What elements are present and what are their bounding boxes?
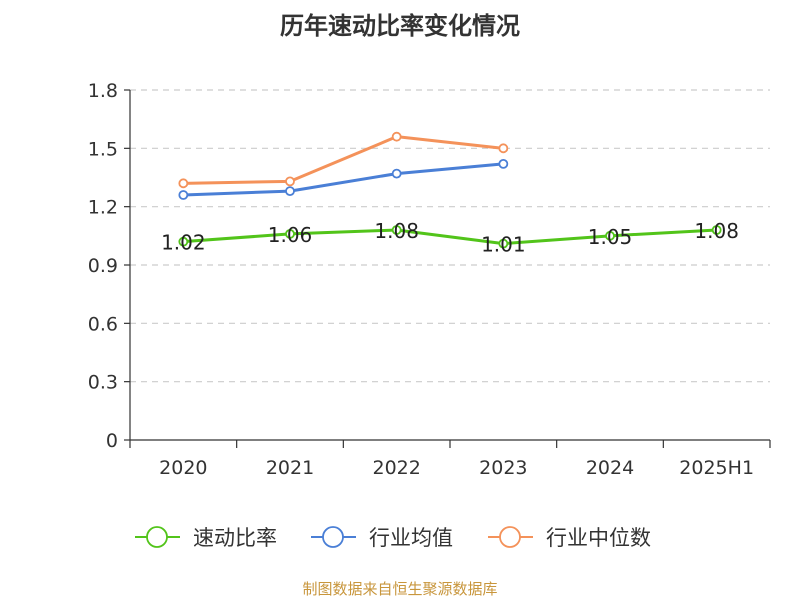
legend-marker (322, 526, 344, 548)
series-lines (178, 131, 722, 249)
legend-label: 行业中位数 (546, 526, 651, 550)
legend-item: 行业中位数 (488, 526, 651, 550)
data-point (391, 168, 402, 179)
data-point (391, 225, 402, 235)
y-tick-label: 1.8 (88, 80, 118, 102)
data-label: 1.02 (161, 231, 206, 255)
x-tick-label: 2024 (586, 457, 634, 479)
data-label: 1.08 (694, 219, 739, 243)
x-tick-label: 2023 (479, 457, 527, 479)
series-line (181, 228, 719, 246)
x-tick-label: 2025H1 (679, 457, 754, 479)
x-tick-label: 2021 (266, 457, 314, 479)
data-point (285, 186, 295, 197)
x-tick-label: 2022 (372, 457, 420, 479)
data-labels: 1.02 1.06 1.08 1.01 1.05 1.08 (161, 219, 739, 257)
y-tick-label: 0.9 (88, 255, 118, 277)
y-tick-label: 0.3 (88, 372, 118, 394)
data-point (178, 190, 189, 200)
data-point (285, 176, 295, 187)
y-tick-label: 0 (106, 430, 118, 452)
x-tick-label: 2020 (159, 457, 207, 479)
data-point (178, 178, 189, 189)
y-tick-label: 0.6 (88, 313, 118, 335)
legend-marker (146, 526, 168, 548)
data-point (498, 158, 509, 169)
data-point (711, 225, 722, 235)
data-point (285, 228, 295, 239)
grid-lines (130, 89, 770, 383)
legend-label: 速动比率 (193, 526, 277, 550)
data-label: 1.06 (268, 223, 313, 247)
data-point (178, 236, 189, 247)
series-line (181, 135, 505, 185)
data-point (498, 238, 509, 249)
legend-item: 速动比率 (135, 526, 277, 550)
data-point (605, 230, 615, 241)
legend: 速动比率 行业均值 行业中位数 (135, 526, 651, 550)
legend-marker (499, 526, 521, 548)
chart-title: 历年速动比率变化情况 (280, 12, 520, 40)
data-point (498, 143, 509, 154)
data-point (391, 131, 402, 142)
y-tick-label: 1.5 (88, 138, 118, 160)
data-label: 1.08 (374, 219, 419, 243)
data-label: 1.05 (588, 225, 633, 249)
axes: 0 0.3 0.6 0.9 1.2 1.5 1.8 2020 2021 2022 2023 2024 2… (88, 80, 771, 479)
legend-item: 行业均值 (311, 526, 453, 550)
data-label: 1.01 (481, 233, 526, 257)
legend-label: 行业均值 (369, 526, 453, 550)
source-note: 制图数据来自恒生聚源数据库 (302, 580, 498, 598)
y-tick-label: 1.2 (88, 197, 118, 219)
series-line (181, 162, 505, 197)
